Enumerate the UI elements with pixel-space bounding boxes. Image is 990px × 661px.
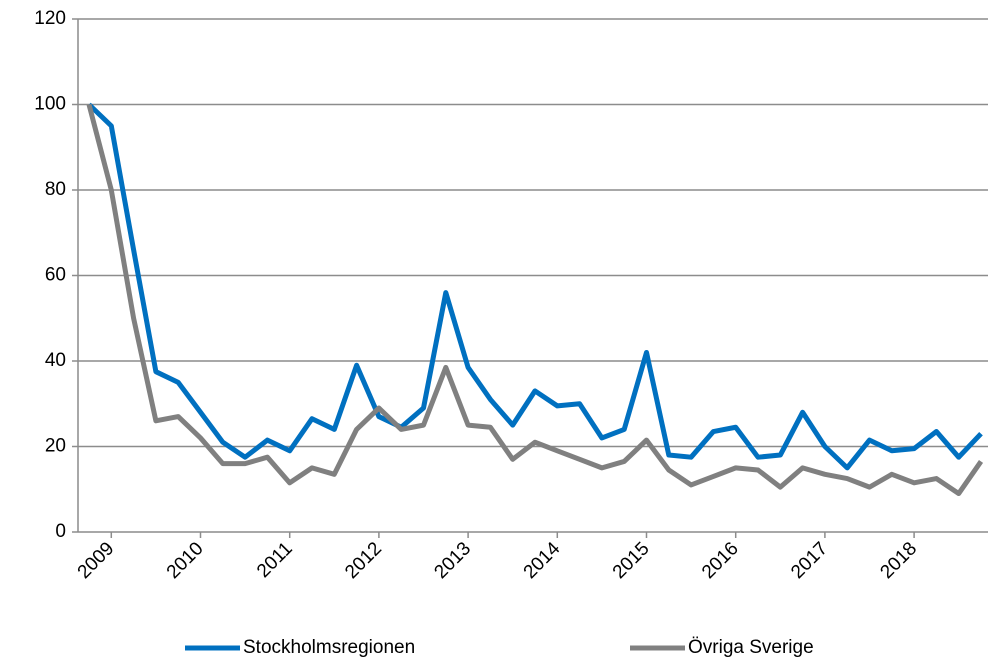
y-tick-label: 100 bbox=[34, 94, 66, 115]
y-tick-label: 120 bbox=[34, 8, 66, 29]
x-tick-label: 2013 bbox=[430, 538, 475, 583]
x-tick-label: 2011 bbox=[253, 538, 297, 582]
y-tick-label: 0 bbox=[55, 521, 66, 542]
y-tick-label: 80 bbox=[45, 179, 66, 200]
x-tick-label: 2012 bbox=[341, 538, 386, 583]
y-tick-label: 20 bbox=[45, 436, 66, 457]
x-tick-label: 2009 bbox=[74, 538, 119, 583]
series-line bbox=[87, 102, 983, 471]
x-tick-label: 2016 bbox=[698, 538, 743, 583]
x-tick-label: 2015 bbox=[609, 538, 654, 583]
x-tick-label: 2017 bbox=[787, 538, 832, 583]
x-tick-label: 2014 bbox=[520, 538, 565, 583]
legend-label: Stockholmsregionen bbox=[243, 637, 415, 658]
x-tick-label: 2010 bbox=[163, 538, 208, 583]
y-tick-label: 40 bbox=[45, 350, 66, 371]
legend-label: Övriga Sverige bbox=[688, 637, 814, 658]
y-tick-label: 60 bbox=[45, 265, 66, 286]
series-line bbox=[86, 103, 984, 497]
x-tick-label: 2018 bbox=[876, 538, 921, 583]
